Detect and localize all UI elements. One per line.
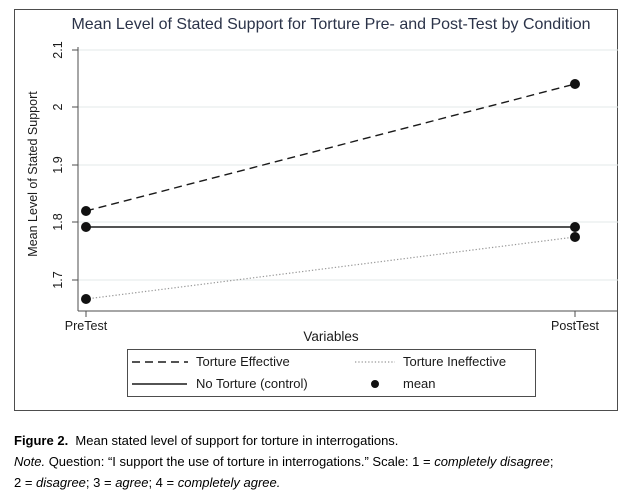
- svg-text:Mean Level of Stated Support: Mean Level of Stated Support: [26, 91, 40, 257]
- svg-text:2.1: 2.1: [51, 41, 65, 58]
- svg-text:No Torture (control): No Torture (control): [196, 376, 308, 391]
- svg-text:1.8: 1.8: [51, 213, 65, 230]
- svg-text:mean: mean: [403, 376, 436, 391]
- svg-text:1.9: 1.9: [51, 156, 65, 173]
- svg-text:PreTest: PreTest: [65, 319, 108, 333]
- svg-text:Variables: Variables: [303, 329, 359, 344]
- svg-text:Torture Ineffective: Torture Ineffective: [403, 354, 506, 369]
- svg-text:Torture Effective: Torture Effective: [196, 354, 290, 369]
- svg-text:Mean Level of Stated Support f: Mean Level of Stated Support for Torture…: [71, 16, 590, 33]
- svg-text:PostTest: PostTest: [551, 319, 599, 333]
- svg-text:2: 2: [51, 103, 65, 110]
- svg-text:1.7: 1.7: [51, 271, 65, 288]
